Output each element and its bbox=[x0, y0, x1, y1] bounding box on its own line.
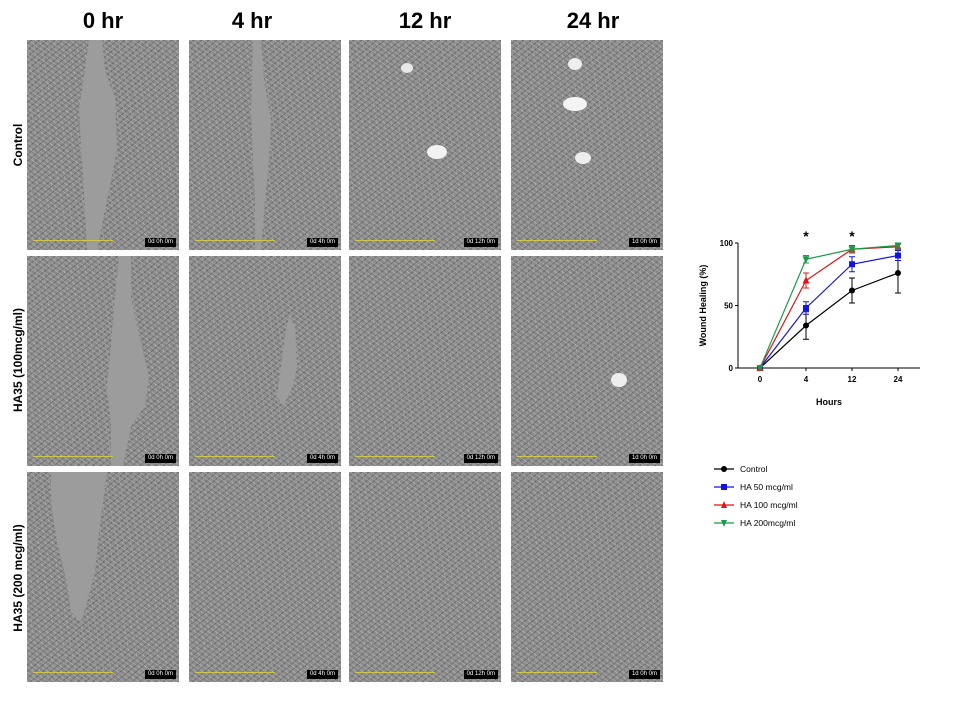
chart-legend: Control HA 50 mcg/ml HA 100 mcg/ml HA 200mc… bbox=[712, 460, 822, 552]
scale-bar bbox=[33, 456, 113, 457]
scale-bar bbox=[355, 240, 435, 241]
legend-item-control: Control bbox=[712, 460, 822, 478]
legend-swatch-marker bbox=[721, 520, 727, 527]
timestamp-label: 0d 12h 0m bbox=[463, 454, 498, 463]
data-point-ha-100-mcg-ml bbox=[802, 276, 810, 284]
legend-item-ha-100-mcg-ml: HA 100 mcg/ml bbox=[712, 496, 822, 514]
data-point-ha-50-mcg-ml bbox=[849, 261, 855, 268]
timestamp-label: 0d 4h 0m bbox=[306, 670, 338, 679]
wound-gap-shape bbox=[277, 316, 297, 406]
legend-label: HA 100 mcg/ml bbox=[740, 500, 798, 510]
legend-item-ha-50-mcg-ml: HA 50 mcg/ml bbox=[712, 478, 822, 496]
data-point-control bbox=[849, 287, 855, 294]
micrograph-ha35-200-0hr: 0d 0h 0m bbox=[27, 472, 179, 682]
wound-healing-chart: 0 50 100 0 4 12 24 Hours Wound Healing (%) * * bbox=[690, 225, 930, 415]
scale-bar bbox=[195, 240, 275, 241]
legend-label: HA 200mcg/ml bbox=[740, 518, 796, 528]
wound-gap-shape bbox=[79, 40, 117, 250]
legend-swatch-marker bbox=[721, 501, 727, 508]
series-line-control bbox=[759, 272, 899, 369]
y-axis-label: Wound Healing (%) bbox=[698, 265, 708, 347]
scale-bar bbox=[195, 672, 275, 673]
scale-bar bbox=[33, 672, 113, 673]
significance-marker: * bbox=[803, 228, 809, 244]
micrograph-ha35-200-24hr: 1d 0h 0m bbox=[511, 472, 663, 682]
micrograph-control-12hr: 0d 12h 0m bbox=[349, 40, 501, 250]
timestamp-label: 0d 0h 0m bbox=[144, 454, 176, 463]
micrograph-control-4hr: 0d 4h 0m bbox=[189, 40, 341, 250]
column-header-4hr: 4 hr bbox=[231, 8, 273, 33]
series-line-ha-50-mcg-ml bbox=[759, 254, 899, 369]
scale-bar bbox=[195, 456, 275, 457]
timestamp-label: 0d 4h 0m bbox=[306, 238, 338, 247]
legend-item-ha-200mcg-ml: HA 200mcg/ml bbox=[712, 514, 822, 532]
scale-bar bbox=[33, 240, 113, 241]
legend-swatch-marker bbox=[721, 466, 727, 472]
timestamp-label: 0d 12h 0m bbox=[463, 238, 498, 247]
x-tick-label: 12 bbox=[848, 375, 857, 384]
data-point-control bbox=[803, 322, 809, 329]
wound-gap-shape bbox=[107, 256, 149, 466]
x-axis-label: Hours bbox=[816, 397, 842, 407]
scale-bar bbox=[517, 672, 597, 673]
legend-swatch-marker bbox=[721, 484, 727, 490]
y-tick-label: 0 bbox=[729, 364, 734, 373]
row-label-ha35-200: HA35 (200 mcg/ml) bbox=[11, 524, 25, 632]
column-header-0hr: 0 hr bbox=[82, 8, 124, 33]
micrograph-control-0hr: 0d 0h 0m bbox=[27, 40, 179, 250]
data-point-ha-50-mcg-ml bbox=[803, 305, 809, 311]
micrograph-ha35-100-4hr: 0d 4h 0m bbox=[189, 256, 341, 466]
row-label-control: Control bbox=[11, 123, 25, 167]
timestamp-label: 1d 0h 0m bbox=[628, 670, 660, 679]
series-line-ha-200mcg-ml bbox=[759, 244, 899, 369]
data-point-control bbox=[895, 270, 901, 276]
legend-swatch bbox=[714, 501, 734, 508]
micrograph-ha35-100-12hr: 0d 12h 0m bbox=[349, 256, 501, 466]
micrograph-ha35-200-4hr: 0d 4h 0m bbox=[189, 472, 341, 682]
data-point-ha-50-mcg-ml bbox=[895, 252, 901, 259]
wound-gap-shape bbox=[611, 373, 627, 387]
wound-gap-shape bbox=[401, 63, 447, 159]
legend-swatch bbox=[714, 520, 734, 527]
legend-swatch bbox=[714, 484, 734, 490]
wound-gap-shape bbox=[563, 58, 591, 164]
y-tick-label: 100 bbox=[720, 239, 734, 248]
data-point-ha-200mcg-ml bbox=[894, 242, 902, 250]
scale-bar bbox=[517, 240, 597, 241]
x-tick-label: 24 bbox=[894, 375, 903, 384]
timestamp-label: 1d 0h 0m bbox=[628, 238, 660, 247]
scale-bar bbox=[355, 456, 435, 457]
legend-label: HA 50 mcg/ml bbox=[740, 482, 793, 492]
y-tick-label: 50 bbox=[724, 302, 733, 311]
micrograph-ha35-100-0hr: 0d 0h 0m bbox=[27, 256, 179, 466]
scale-bar bbox=[355, 672, 435, 673]
timestamp-label: 0d 4h 0m bbox=[306, 454, 338, 463]
legend-swatch bbox=[714, 466, 734, 472]
x-tick-label: 0 bbox=[758, 375, 763, 384]
x-tick-label: 4 bbox=[804, 375, 809, 384]
series-line-ha-100-mcg-ml bbox=[759, 246, 899, 369]
data-point-ha-200mcg-ml bbox=[848, 246, 856, 254]
column-header-24hr: 24 hr bbox=[566, 8, 620, 33]
micrograph-ha35-200-12hr: 0d 12h 0m bbox=[349, 472, 501, 682]
timestamp-label: 0d 0h 0m bbox=[144, 238, 176, 247]
micrograph-control-24hr: 1d 0h 0m bbox=[511, 40, 663, 250]
wound-gap-shape bbox=[251, 40, 271, 250]
timestamp-label: 1d 0h 0m bbox=[628, 454, 660, 463]
data-point-ha-200mcg-ml bbox=[802, 256, 810, 264]
legend-label: Control bbox=[740, 464, 768, 474]
scale-bar bbox=[517, 456, 597, 457]
wound-gap-shape bbox=[51, 472, 107, 622]
significance-marker: * bbox=[849, 228, 855, 244]
timestamp-label: 0d 0h 0m bbox=[144, 670, 176, 679]
row-label-ha35-100: HA35 (100mcg/ml) bbox=[11, 307, 25, 413]
data-point-ha-200mcg-ml bbox=[756, 365, 764, 372]
micrograph-ha35-100-24hr: 1d 0h 0m bbox=[511, 256, 663, 466]
chart-svg: 0 50 100 0 4 12 24 Hours Wound Healing (%) * * bbox=[698, 228, 920, 407]
timestamp-label: 0d 12h 0m bbox=[463, 670, 498, 679]
column-header-12hr: 12 hr bbox=[398, 8, 452, 33]
